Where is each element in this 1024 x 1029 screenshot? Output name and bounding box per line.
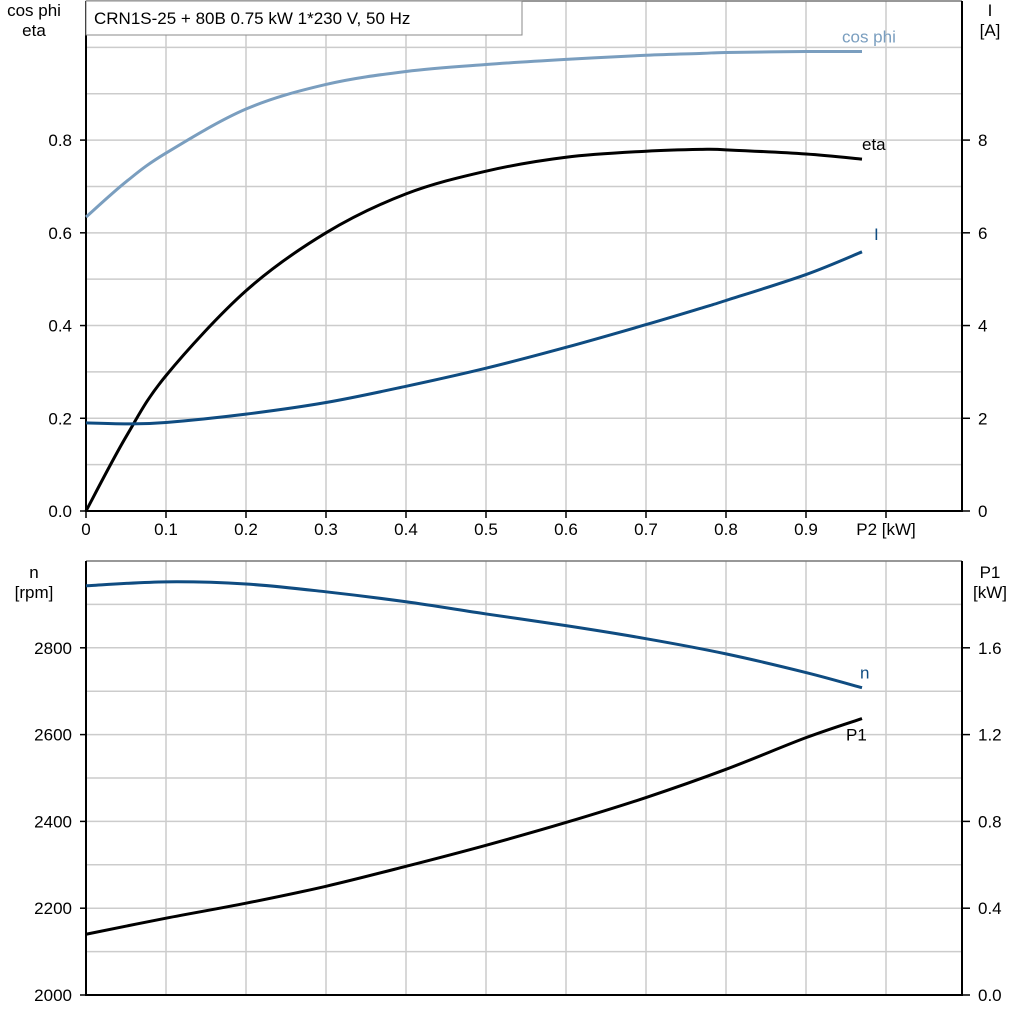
y-tick-label-right: 1.6 — [978, 639, 1002, 658]
chart-title: CRN1S-25 + 80B 0.75 kW 1*230 V, 50 Hz — [94, 9, 410, 28]
y-axis-label-left: [rpm] — [15, 583, 54, 602]
y-tick-label-left: 2200 — [34, 899, 72, 918]
y-axis-label-right: [A] — [980, 21, 1001, 40]
y-tick-label-right: 8 — [978, 131, 987, 150]
x-tick-label: 0.2 — [234, 520, 258, 539]
y-axis-label-left: n — [29, 563, 38, 582]
series-line-I — [85, 250, 863, 426]
series-line-n — [85, 580, 863, 690]
x-tick-label: 0.1 — [154, 520, 178, 539]
y-tick-label-left: 2400 — [34, 812, 72, 831]
y-tick-label-right: 0.0 — [978, 986, 1002, 1005]
y-tick-label-right: 6 — [978, 224, 987, 243]
x-tick-label: 0.4 — [394, 520, 418, 539]
y-axis-label-right: [kW] — [973, 583, 1007, 602]
x-tick-label: 0.6 — [554, 520, 578, 539]
series-label: cos phi — [842, 28, 896, 47]
x-tick-label: 0.9 — [794, 520, 818, 539]
x-axis-label: P2 [kW] — [856, 520, 916, 539]
y-tick-label-left: 2000 — [34, 986, 72, 1005]
y-tick-label-left: 0.6 — [48, 224, 72, 243]
y-tick-label-right: 4 — [978, 317, 987, 336]
y-tick-label-right: 0 — [978, 502, 987, 521]
x-tick-label: 0.7 — [634, 520, 658, 539]
series-line-cos-phi — [85, 49, 863, 219]
title-box-border — [85, 0, 523, 36]
y-tick-label-right: 0.4 — [978, 899, 1002, 918]
series-label: eta — [862, 135, 886, 154]
y-tick-label-right: 0.8 — [978, 812, 1002, 831]
y-tick-label-left: 2600 — [34, 726, 72, 745]
y-axis-label-left: eta — [22, 21, 46, 40]
y-axis-label-right: I — [988, 1, 993, 20]
y-tick-label-left: 2800 — [34, 639, 72, 658]
y-tick-label-right: 1.2 — [978, 726, 1002, 745]
y-axis-label-right: P1 — [980, 563, 1001, 582]
y-tick-label-left: 0.2 — [48, 409, 72, 428]
series-line-P1 — [85, 717, 863, 936]
x-tick-label: 0.5 — [474, 520, 498, 539]
y-tick-label-right: 2 — [978, 409, 987, 428]
x-tick-label: 0.3 — [314, 520, 338, 539]
y-tick-label-left: 0.8 — [48, 131, 72, 150]
series-label: I — [874, 225, 879, 244]
x-tick-label: 0.8 — [714, 520, 738, 539]
y-axis-label-left: cos phi — [7, 1, 61, 20]
series-label: P1 — [846, 726, 867, 745]
series-label: n — [860, 664, 869, 683]
chart-title-box: CRN1S-25 + 80B 0.75 kW 1*230 V, 50 Hz — [85, 0, 523, 36]
x-tick-label: 0 — [81, 520, 90, 539]
series-line-eta — [84, 147, 863, 512]
y-tick-label-left: 0.0 — [48, 502, 72, 521]
y-tick-label-left: 0.4 — [48, 317, 72, 336]
